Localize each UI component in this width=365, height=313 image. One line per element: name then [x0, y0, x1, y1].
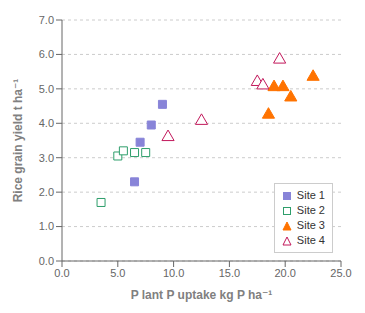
svg-text:0.0: 0.0 [39, 255, 54, 267]
svg-text:P lant P uptake kg P ha⁻¹: P lant P uptake kg P ha⁻¹ [131, 288, 273, 302]
svg-text:5.0: 5.0 [110, 267, 125, 279]
svg-text:4.0: 4.0 [39, 117, 54, 129]
html-text:Site 3: Site 3 [296, 219, 325, 231]
svg-text:5.0: 5.0 [39, 83, 54, 95]
svg-text:25.0: 25.0 [330, 267, 351, 279]
svg-text:7.0: 7.0 [39, 14, 54, 26]
svg-text:15.0: 15.0 [219, 267, 240, 279]
html-text:Site 2: Site 2 [296, 204, 325, 216]
svg-text:20.0: 20.0 [274, 267, 295, 279]
svg-text:Rice grain yield t ha⁻¹: Rice grain yield t ha⁻¹ [11, 79, 25, 203]
html-text:Site 1: Site 1 [296, 189, 325, 201]
svg-text:0.0: 0.0 [54, 267, 69, 279]
svg-text:1.0: 1.0 [39, 220, 54, 232]
svg-text:6.0: 6.0 [39, 48, 54, 60]
svg-text:2.0: 2.0 [39, 186, 54, 198]
html-text:Site 4: Site 4 [296, 234, 325, 246]
svg-text:10.0: 10.0 [163, 267, 184, 279]
svg-text:3.0: 3.0 [39, 152, 54, 164]
